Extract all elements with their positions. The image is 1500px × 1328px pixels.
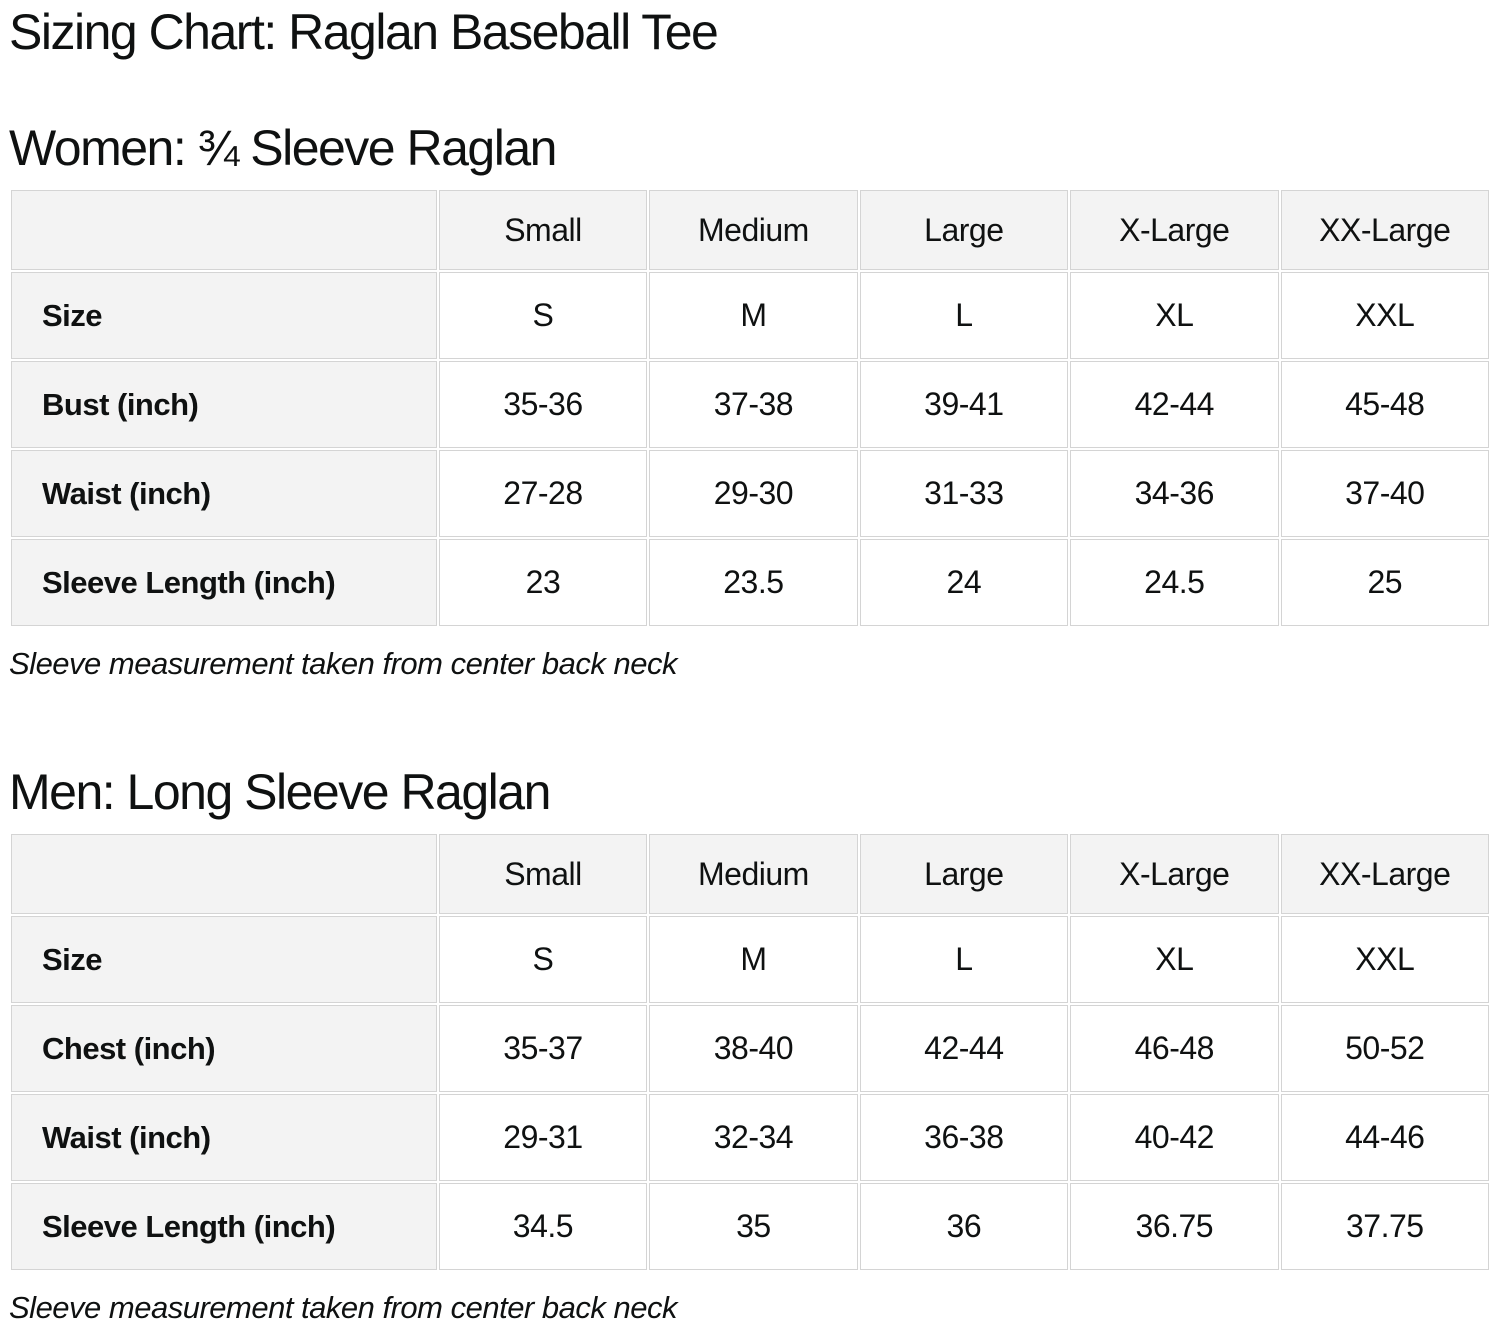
men-size-table: Small Medium Large X-Large XX-Large Size S M L X… [9,832,1491,1272]
table-row: Size S M L XL XXL [11,272,1489,359]
section-heading-men: Men: Long Sleeve Raglan [9,764,551,820]
table-row: Bust (inch) 35-36 37-38 39-41 42-44 45-48 [11,361,1489,448]
cell: XL [1070,916,1279,1003]
cell: 29-31 [438,1094,648,1181]
row-label: Bust (inch) [11,361,437,448]
column-header: Large [859,190,1069,270]
cell: 24 [859,539,1069,626]
row-label: Size [11,916,437,1003]
table-row: Chest (inch) 35-37 38-40 42-44 46-48 50-52 [11,1005,1489,1092]
cell: M [649,272,858,359]
cell: 24.5 [1070,539,1279,626]
sleeve-measurement-note: Sleeve measurement taken from center bac… [9,646,677,681]
row-label: Size [11,272,437,359]
sleeve-measurement-note: Sleeve measurement taken from center bac… [9,1290,677,1325]
cell: S [438,916,648,1003]
cell: 25 [1280,539,1489,626]
cell: 42-44 [859,1005,1069,1092]
cell: 37-38 [649,361,858,448]
cell: 34.5 [438,1183,648,1270]
cell: 23.5 [649,539,858,626]
cell: 45-48 [1280,361,1489,448]
cell: 39-41 [859,361,1069,448]
column-header: Large [859,834,1069,914]
cell: S [438,272,648,359]
row-label: Waist (inch) [11,450,437,537]
column-header: Medium [649,190,858,270]
cell: 44-46 [1280,1094,1489,1181]
cell: 42-44 [1070,361,1279,448]
header-row: Small Medium Large X-Large XX-Large [11,834,1489,914]
cell: 29-30 [649,450,858,537]
row-label: Sleeve Length (inch) [11,1183,437,1270]
cell: 50-52 [1280,1005,1489,1092]
table-row: Waist (inch) 29-31 32-34 36-38 40-42 44-46 [11,1094,1489,1181]
cell: 46-48 [1070,1005,1279,1092]
cell: 31-33 [859,450,1069,537]
column-header: XX-Large [1280,190,1489,270]
cell: 35-36 [438,361,648,448]
corner-cell [11,834,437,914]
row-label: Sleeve Length (inch) [11,539,437,626]
women-size-table: Small Medium Large X-Large XX-Large Size S M L X… [9,188,1491,628]
section-women: Women: ¾ Sleeve Raglan Small Medium Large X… [9,118,1491,684]
column-header: XX-Large [1280,834,1489,914]
cell: 35-37 [438,1005,648,1092]
column-header: Small [438,190,648,270]
cell: 40-42 [1070,1094,1279,1181]
cell: 38-40 [649,1005,858,1092]
section-men: Men: Long Sleeve Raglan Small Medium Large… [9,762,1491,1328]
cell: L [859,916,1069,1003]
cell: 37.75 [1280,1183,1489,1270]
row-label: Waist (inch) [11,1094,437,1181]
corner-cell [11,190,437,270]
column-header: X-Large [1070,834,1279,914]
cell: M [649,916,858,1003]
cell: XXL [1280,272,1489,359]
row-label: Chest (inch) [11,1005,437,1092]
cell: 23 [438,539,648,626]
table-row: Sleeve Length (inch) 23 23.5 24 24.5 25 [11,539,1489,626]
table-row: Sleeve Length (inch) 34.5 35 36 36.75 37.75 [11,1183,1489,1270]
column-header: Medium [649,834,858,914]
section-heading-women: Women: ¾ Sleeve Raglan [9,120,557,176]
cell: 35 [649,1183,858,1270]
table-row: Waist (inch) 27-28 29-30 31-33 34-36 37-40 [11,450,1489,537]
table-row: Size S M L XL XXL [11,916,1489,1003]
header-row: Small Medium Large X-Large XX-Large [11,190,1489,270]
cell: 36.75 [1070,1183,1279,1270]
column-header: X-Large [1070,190,1279,270]
cell: L [859,272,1069,359]
cell: 36 [859,1183,1069,1270]
cell: 27-28 [438,450,648,537]
page-title: Sizing Chart: Raglan Baseball Tee [9,4,719,60]
cell: 36-38 [859,1094,1069,1181]
cell: XXL [1280,916,1489,1003]
cell: 32-34 [649,1094,858,1181]
column-header: Small [438,834,648,914]
cell: 37-40 [1280,450,1489,537]
cell: 34-36 [1070,450,1279,537]
cell: XL [1070,272,1279,359]
